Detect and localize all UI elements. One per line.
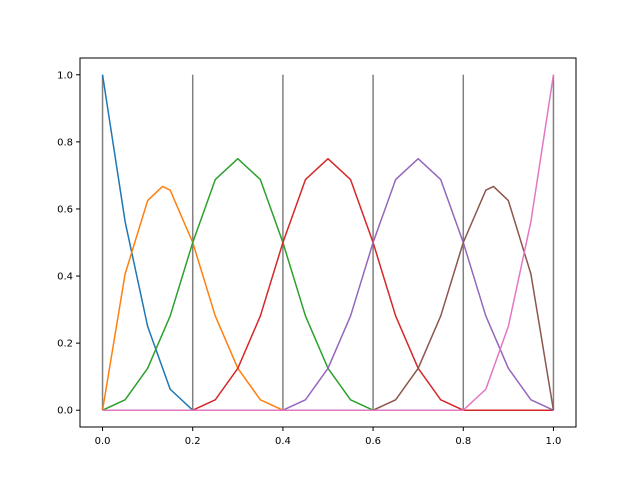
x-tick-label: 0.4 <box>275 436 291 447</box>
series-lines <box>101 74 555 411</box>
series-line-7 <box>102 74 555 411</box>
x-tick-label: 0.2 <box>185 436 201 447</box>
knot-lines <box>101 74 555 411</box>
y-tick-label: 0.2 <box>57 339 73 350</box>
x-tick-label: 0.6 <box>365 436 381 447</box>
series-line-6 <box>102 185 555 411</box>
y-tick-label: 1.0 <box>57 70 73 81</box>
x-tick-label: 1.0 <box>546 436 562 447</box>
x-axis: 0.0 0.2 0.4 0.6 0.8 1.0 <box>95 427 562 447</box>
plot-frame <box>79 57 577 428</box>
y-tick-label: 0.8 <box>57 137 73 148</box>
series-line-2 <box>101 185 554 411</box>
series-line-4 <box>102 157 554 411</box>
y-tick-label: 0.0 <box>57 406 73 417</box>
x-tick-label: 0.0 <box>95 436 111 447</box>
series-line-5 <box>102 157 554 411</box>
y-tick-label: 0.6 <box>57 204 73 215</box>
series-line-3 <box>102 157 554 411</box>
x-tick-label: 0.8 <box>455 436 471 447</box>
y-tick-label: 0.4 <box>57 272 73 283</box>
y-axis: 0.0 0.2 0.4 0.6 0.8 1.0 <box>57 70 80 417</box>
series-line-1 <box>101 74 554 411</box>
